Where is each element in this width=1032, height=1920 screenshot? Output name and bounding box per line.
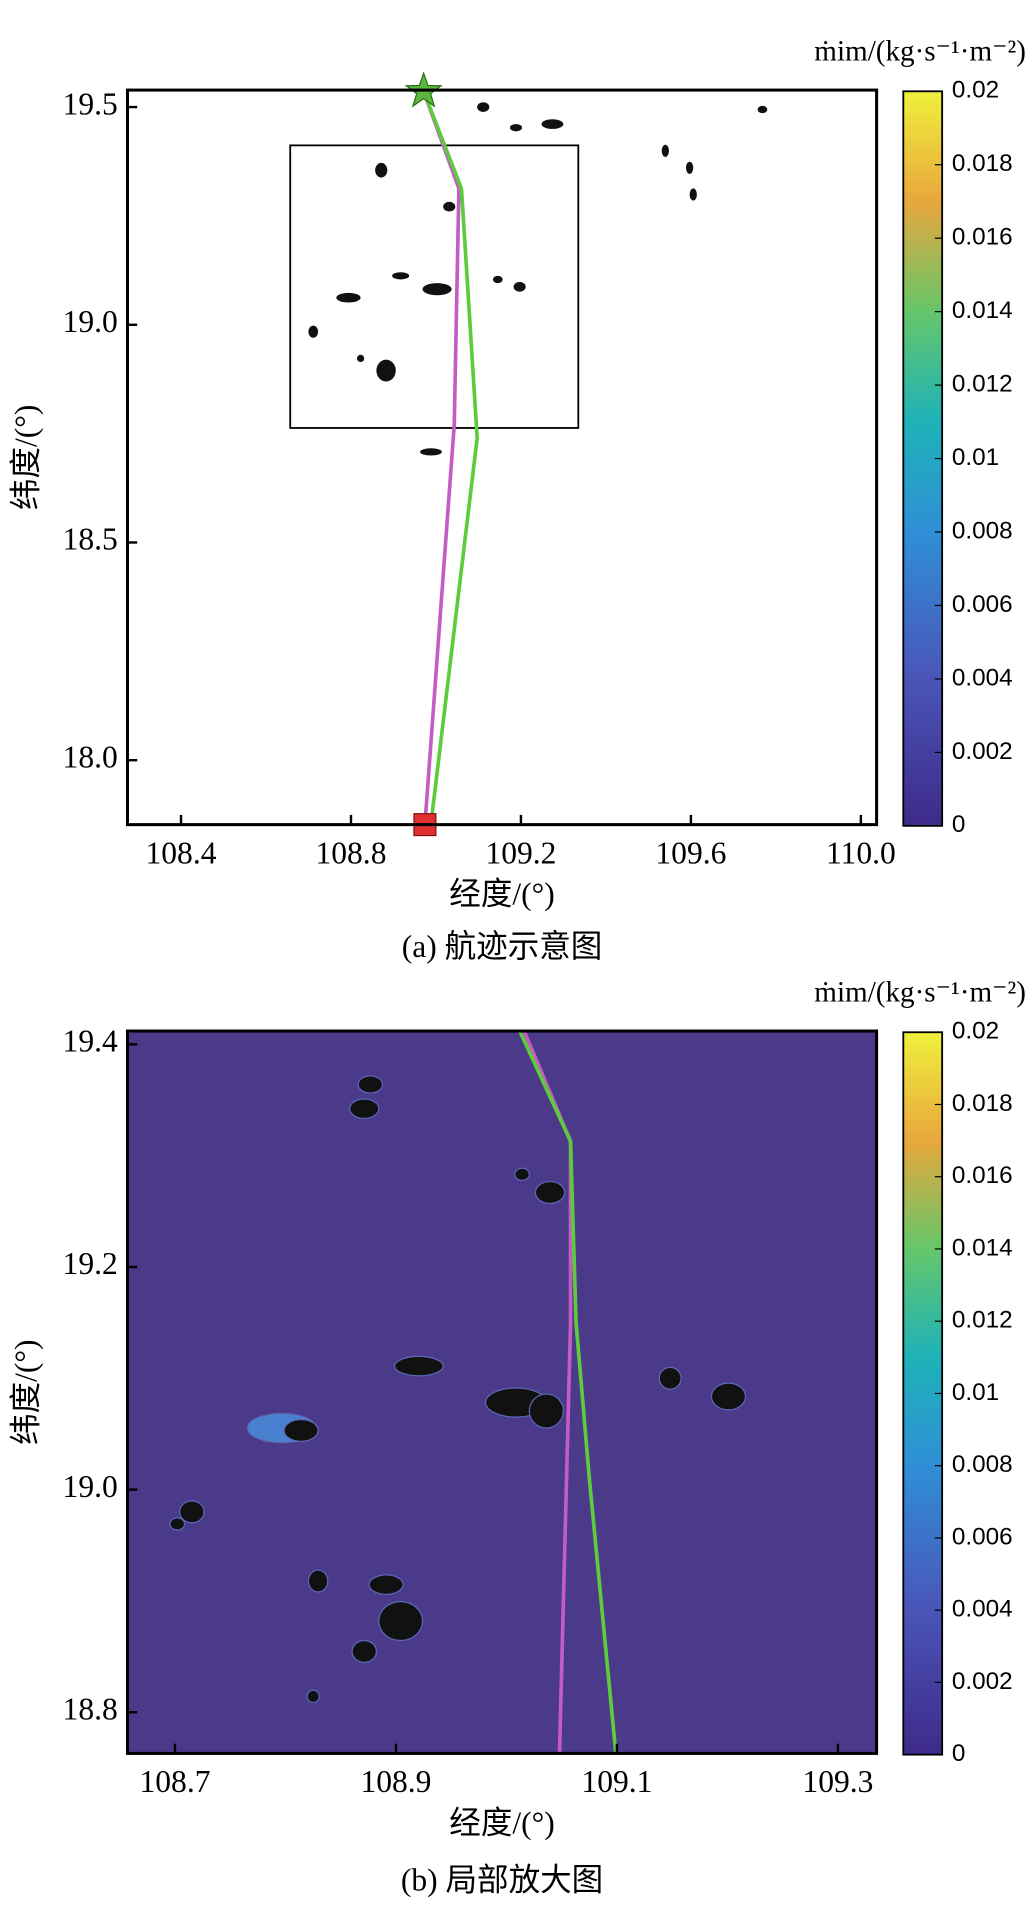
colorbar-tick-label: 0.004	[952, 1596, 1013, 1623]
x-axis-label: 经度/(°)	[449, 1806, 554, 1841]
colorbar-tick-label: 0.018	[952, 150, 1013, 177]
colorbar-tick-label: 0.01	[952, 1379, 999, 1406]
colorbar-tick-label: 0.012	[952, 1307, 1013, 1334]
x-tick-label: 110.0	[826, 835, 896, 870]
x-tick-label: 108.9	[360, 1764, 431, 1799]
colorbar-tick-label: 0.014	[952, 297, 1013, 324]
y-tick-label: 19.0	[63, 1469, 118, 1504]
zoom-box	[289, 144, 580, 429]
x-tick-label: 109.3	[802, 1764, 873, 1799]
track-line	[522, 1030, 573, 1754]
colorbar-tick-label: 0.014	[952, 1234, 1013, 1261]
colorbar-tick-label: 0.01	[952, 444, 999, 471]
y-tick-label: 18.5	[63, 522, 118, 557]
colorbar-tick-label: 0	[952, 1740, 966, 1767]
colorbar-tick-label: 0.008	[952, 517, 1013, 544]
colorbar-tick-label: 0.016	[952, 224, 1013, 251]
x-tick-label: 108.7	[140, 1764, 211, 1799]
x-tick-label: 109.2	[485, 835, 556, 870]
caption: (b) 局部放大图	[401, 1863, 603, 1898]
colorbar-tick-label: 0.002	[952, 738, 1013, 765]
colorbar-title: ṁim/(kg·s⁻¹·m⁻²)	[814, 35, 1026, 67]
plot-background	[127, 90, 877, 825]
icing-blobs-b	[169, 1075, 747, 1704]
y-tick-label: 18.0	[63, 739, 118, 774]
icing-blobs-a	[308, 102, 768, 456]
y-axis-label: 纬度/(°)	[8, 1339, 43, 1444]
colorbar-tick-label: 0.002	[952, 1668, 1013, 1695]
colorbar-tick-label: 0.012	[952, 371, 1013, 398]
y-axis-label: 纬度/(°)	[8, 405, 43, 511]
colorbar-tick-label: 0.006	[952, 591, 1013, 618]
colorbar-tick-label: 0.008	[952, 1451, 1013, 1478]
x-tick-label: 108.4	[146, 835, 217, 870]
colorbar-tick-label: 0.004	[952, 664, 1013, 691]
caption: (a) 航迹示意图	[402, 929, 603, 964]
track-line	[421, 90, 480, 825]
colorbar-tick-label: 0.006	[952, 1523, 1013, 1550]
y-tick-label: 19.4	[63, 1024, 118, 1059]
colorbar-tick-label: 0.018	[952, 1090, 1013, 1117]
x-axis-label: 经度/(°)	[449, 877, 554, 912]
x-tick-label: 109.6	[655, 835, 726, 870]
y-tick-label: 19.5	[63, 86, 118, 121]
plot-frame	[125, 1029, 879, 1755]
colorbar-tick-label: 0	[952, 811, 966, 838]
colorbar-tick-label: 0.016	[952, 1162, 1013, 1189]
track-line	[518, 1030, 618, 1754]
x-tick-label: 109.1	[581, 1764, 652, 1799]
y-tick-label: 18.8	[63, 1691, 118, 1726]
colorbar-title: ṁim/(kg·s⁻¹·m⁻²)	[814, 976, 1026, 1008]
plot-frame	[125, 88, 879, 827]
colorbar-tick-label: 0.02	[952, 77, 999, 104]
colorbar-tick-label: 0.02	[952, 1018, 999, 1045]
x-tick-label: 108.8	[315, 835, 386, 870]
y-tick-label: 19.0	[63, 304, 118, 339]
y-tick-label: 19.2	[63, 1246, 118, 1281]
